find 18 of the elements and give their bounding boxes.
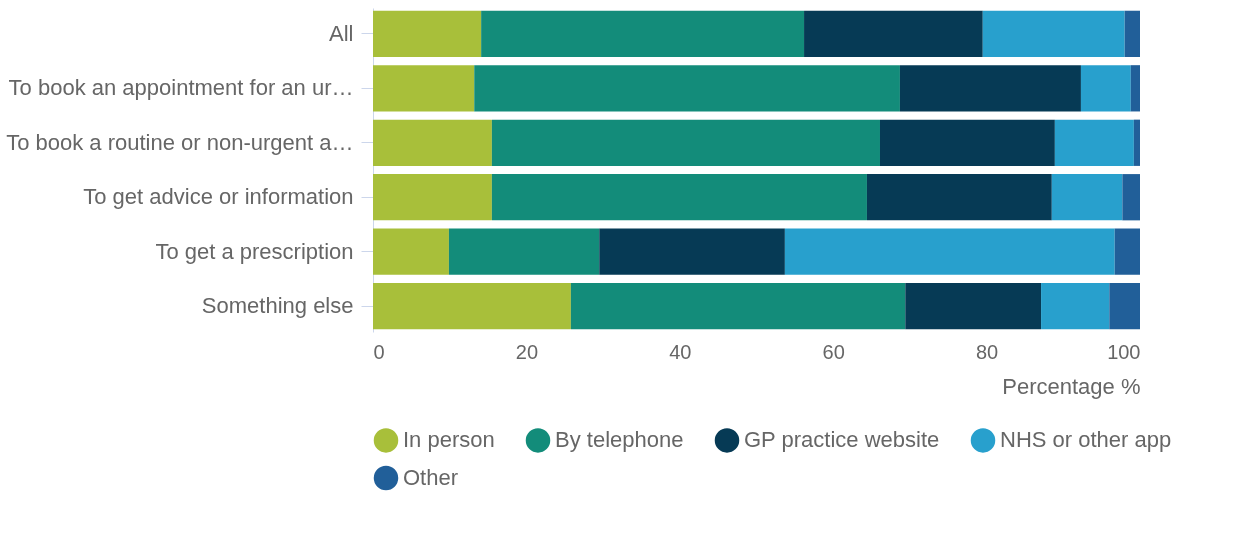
y-tick-label: To get advice or information — [83, 184, 354, 210]
x-tick-label: 40 — [669, 340, 692, 363]
legend-label: GP practice website — [744, 427, 940, 453]
y-tick-label: To get a prescription — [155, 238, 354, 264]
x-axis-title: Percentage % — [1002, 373, 1141, 399]
x-tick-label: 60 — [822, 340, 845, 363]
x-tick-label: 0 — [373, 340, 385, 363]
y-tick-label: Something else — [201, 293, 354, 319]
x-tick-label: 80 — [975, 340, 999, 363]
x-tick-label: 100 — [1107, 340, 1141, 363]
x-tick-label: 20 — [515, 340, 539, 363]
legend-label: By telephone — [555, 427, 684, 453]
y-tick-label: To book a routine or non-urgent a… — [6, 129, 354, 155]
y-tick-label: To book an appointment for an ur… — [8, 75, 354, 101]
legend-label: In person — [403, 427, 495, 453]
legend-label: NHS or other app — [1000, 427, 1172, 453]
legend-label: Other — [403, 465, 459, 490]
y-tick-label: All — [329, 20, 354, 46]
